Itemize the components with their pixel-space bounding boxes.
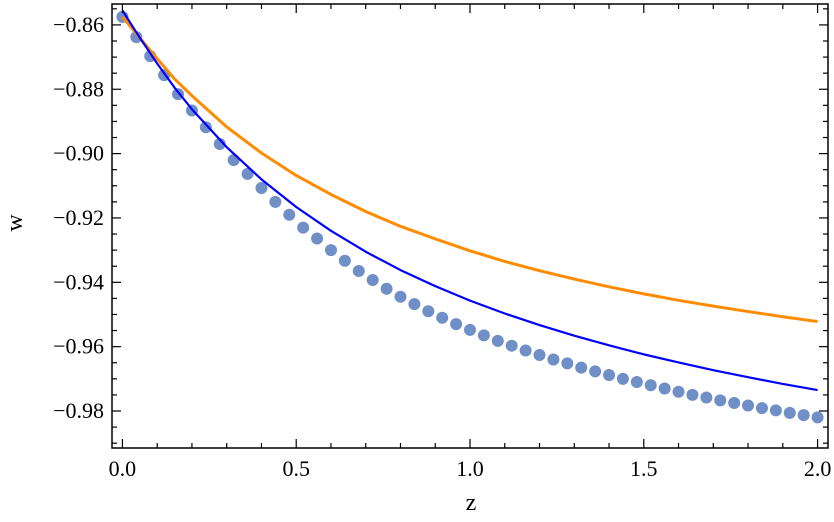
y-tick-label: −0.88 — [53, 76, 104, 101]
chart-marks — [116, 9, 824, 424]
data-point — [297, 221, 310, 234]
data-point — [547, 353, 560, 366]
y-tick-label: −0.90 — [53, 141, 104, 166]
data-point — [603, 368, 616, 381]
data-point — [519, 344, 532, 357]
data-point — [630, 376, 643, 389]
y-tick-label: −0.96 — [53, 334, 104, 359]
data-point — [422, 305, 435, 318]
x-axis-label: z — [466, 490, 477, 516]
data-point — [505, 339, 518, 352]
data-point — [324, 244, 337, 257]
data-point — [797, 409, 810, 422]
x-tick-label: 1.5 — [630, 456, 658, 481]
y-axis-label: w — [2, 214, 28, 232]
axes: 0.0 0.5 1.0 1.5 2.0 −0.86 −0.88 −0.90 −0.92 −0.94… — [53, 3, 832, 481]
plot-background — [112, 4, 828, 448]
x-tick-label: 1.0 — [456, 456, 484, 481]
data-point — [408, 298, 421, 311]
data-point — [380, 282, 393, 295]
series-line — [121, 9, 818, 392]
data-point — [491, 334, 504, 347]
data-point — [811, 411, 824, 424]
data-point — [477, 329, 490, 342]
data-point — [227, 154, 240, 167]
data-point — [352, 265, 365, 278]
data-point — [658, 382, 671, 395]
data-point — [394, 290, 407, 303]
data-point — [130, 31, 143, 44]
data-point — [561, 357, 574, 370]
data-point — [589, 365, 602, 378]
data-point — [686, 388, 699, 401]
data-point — [644, 379, 657, 392]
data-point — [533, 349, 546, 362]
data-point — [255, 182, 268, 195]
data-point — [714, 394, 727, 407]
data-point — [742, 399, 755, 412]
data-point — [199, 121, 212, 134]
y-tick-label: −0.86 — [53, 12, 104, 37]
y-tick-label: −0.98 — [53, 398, 104, 423]
x-tick-label: 2.0 — [804, 456, 832, 481]
data-point — [241, 167, 254, 180]
x-tick-label: 0.5 — [282, 456, 310, 481]
data-point — [338, 254, 351, 267]
data-point — [783, 406, 796, 419]
data-point — [700, 391, 713, 404]
data-point — [755, 402, 768, 415]
series-line — [121, 15, 818, 324]
data-point — [616, 372, 629, 385]
y-tick-label: −0.94 — [53, 269, 104, 294]
data-point — [575, 361, 588, 374]
data-point — [450, 318, 463, 331]
data-point — [213, 137, 226, 150]
data-point — [672, 385, 685, 398]
data-point — [366, 274, 379, 287]
data-point — [769, 404, 782, 417]
y-tick-label: −0.92 — [53, 205, 104, 230]
plot-area — [112, 4, 828, 448]
data-point — [311, 232, 324, 245]
data-point — [283, 208, 296, 221]
data-point — [728, 396, 741, 409]
data-point — [269, 195, 282, 208]
data-point — [436, 311, 449, 324]
data-point — [464, 323, 476, 336]
x-tick-label: 0.0 — [109, 456, 137, 481]
